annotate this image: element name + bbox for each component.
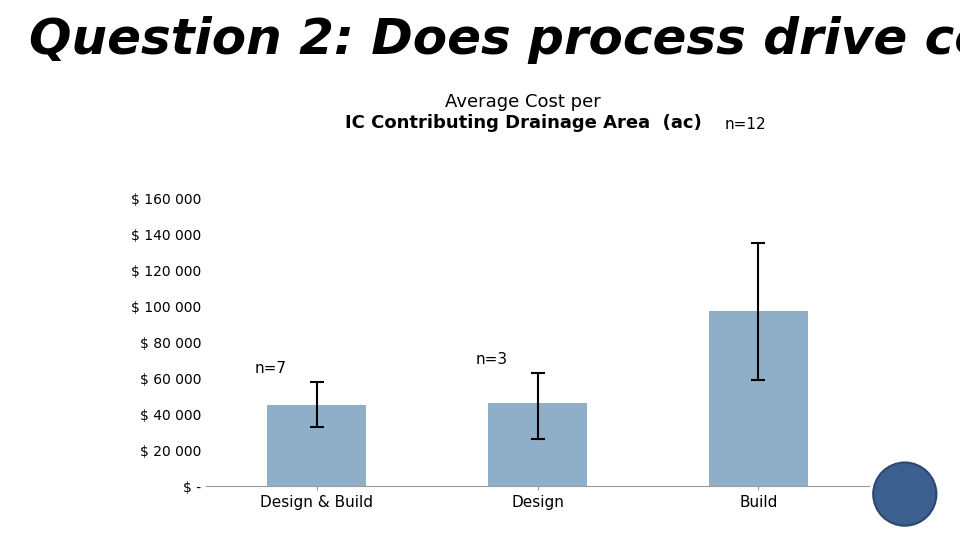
Ellipse shape: [874, 462, 936, 526]
Text: Question 2: Does process drive cost?: Question 2: Does process drive cost?: [29, 16, 960, 64]
Text: n=7: n=7: [255, 361, 287, 376]
Text: Average Cost per: Average Cost per: [445, 93, 601, 111]
Text: n=12: n=12: [725, 117, 766, 132]
Text: IC Contributing Drainage Area  (ac): IC Contributing Drainage Area (ac): [345, 114, 702, 132]
Bar: [488, 403, 588, 486]
Bar: [267, 405, 367, 486]
Bar: [708, 312, 808, 486]
Text: n=3: n=3: [476, 352, 508, 367]
